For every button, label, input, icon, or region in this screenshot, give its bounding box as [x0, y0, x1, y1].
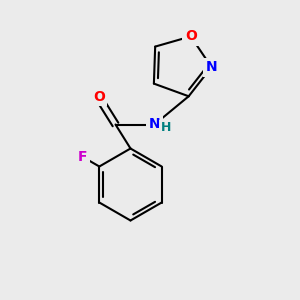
Text: N: N — [149, 118, 160, 131]
Text: F: F — [78, 150, 87, 164]
Text: N: N — [206, 60, 217, 74]
Text: O: O — [185, 29, 197, 44]
Text: H: H — [161, 121, 171, 134]
Text: O: O — [93, 90, 105, 104]
